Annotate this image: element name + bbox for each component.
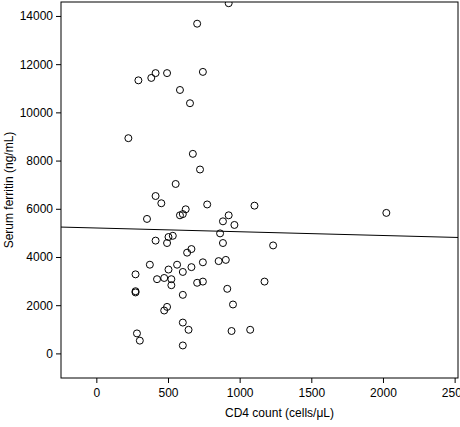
point [225,212,232,219]
point [270,242,277,249]
x-tick-label: 1000 [227,386,254,400]
point [135,77,142,84]
point [225,2,232,7]
point [197,166,204,173]
x-tick [311,378,312,383]
y-tick [56,305,61,306]
y-tick [56,209,61,210]
x-tick [168,378,169,383]
point [229,301,236,308]
fit-line [61,227,458,237]
point [247,326,254,333]
point [224,285,231,292]
point [133,330,140,337]
point [165,266,172,273]
y-tick [56,353,61,354]
point [174,261,181,268]
x-tick [96,378,97,383]
point [172,180,179,187]
point [169,232,176,239]
x-tick [455,378,456,383]
point [231,221,238,228]
point [176,212,183,219]
point [161,307,168,314]
point [143,215,150,222]
point [132,289,139,296]
point [219,240,226,247]
point [132,271,139,278]
point [125,135,132,142]
x-tick-label: 500 [158,386,178,400]
point [188,264,195,271]
x-tick [240,378,241,383]
point [251,202,258,209]
plot-marks [61,2,458,349]
point [194,20,201,27]
x-tick-label: 2500 [442,386,460,400]
point [189,150,196,157]
y-axis-label: Serum ferritin (ng/mL) [2,132,16,249]
point [222,256,229,263]
point [164,70,171,77]
point [215,258,222,265]
point [199,259,206,266]
point [219,218,226,225]
point [199,68,206,75]
y-tick-label: 12000 [20,58,54,72]
point [152,70,159,77]
point [179,291,186,298]
point [228,328,235,335]
x-tick-label: 2000 [370,386,397,400]
point [199,278,206,285]
x-tick-label: 0 [93,386,100,400]
y-tick-label: 14000 [20,9,54,23]
point [179,342,186,349]
point [185,326,192,333]
x-axis-label: CD4 count (cells/μL) [225,406,334,420]
point [168,282,175,289]
plot-frame [61,2,458,378]
y-tick [56,257,61,258]
point [179,268,186,275]
point [154,276,161,283]
point [204,201,211,208]
y-tick [56,161,61,162]
point [152,237,159,244]
y-tick-label: 0 [46,347,53,361]
point [176,86,183,93]
x-tick [383,378,384,383]
point [161,274,168,281]
point [136,337,143,344]
y-tick [56,64,61,65]
point [261,278,268,285]
point [383,209,390,216]
y-tick [56,112,61,113]
point [186,100,193,107]
point [164,240,171,247]
y-tick-label: 2000 [26,299,53,313]
x-tick-label: 1500 [298,386,325,400]
point [158,200,165,207]
y-tick [56,16,61,17]
point [184,249,191,256]
chart: 0 500 1000 1500 2000 2500 0 2000 4000 6000 8000 100… [0,0,460,427]
point [179,319,186,326]
point [188,246,195,253]
point [146,261,153,268]
y-tick-label: 4000 [26,250,53,264]
point [152,193,159,200]
y-tick-label: 6000 [26,202,53,216]
y-tick-label: 10000 [20,106,54,120]
y-tick-label: 8000 [26,154,53,168]
